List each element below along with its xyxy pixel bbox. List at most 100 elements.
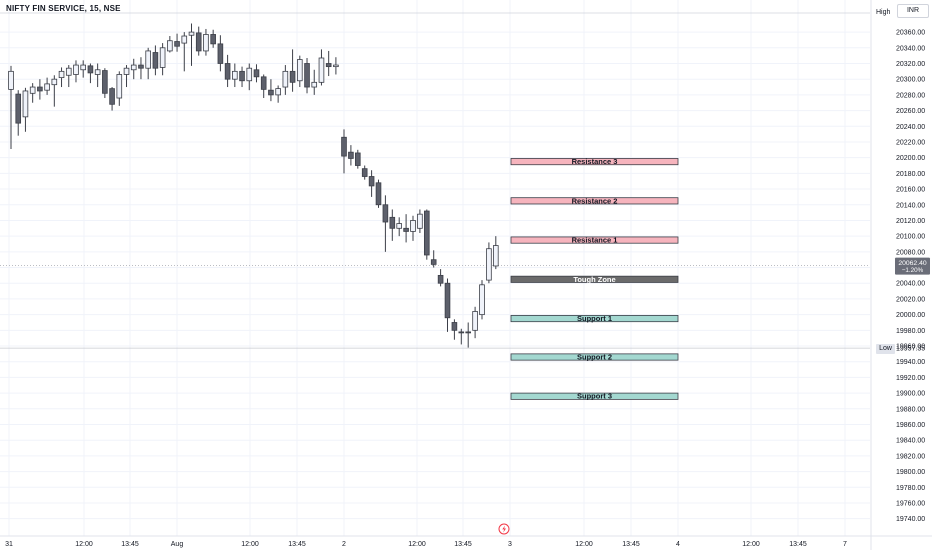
zone-label: Support 1 [577,314,612,323]
candle [361,165,368,180]
y-tick-label: 19780.00 [896,485,925,492]
x-tick-label: 12:00 [742,541,760,548]
y-tick-label: 19900.00 [896,391,925,398]
candle [410,215,416,241]
candle [138,57,144,80]
candle [195,26,202,56]
candle [268,79,274,102]
candle [451,319,458,340]
candle [37,79,43,100]
candle [492,236,499,270]
y-tick-label: 20120.00 [896,218,925,225]
last-price-value: 20062.40 [898,260,927,267]
zone-support-1[interactable] [510,315,679,323]
zone-resistance-1[interactable] [510,236,679,244]
y-tick-label: 20340.00 [896,45,925,52]
candle [29,83,36,103]
candle [325,50,332,77]
candles [8,23,499,348]
candle [130,58,137,80]
y-tick-label: 20260.00 [896,108,925,115]
candle [15,90,22,136]
candle [354,149,361,169]
high-marker-label: High [876,9,891,16]
y-tick-label: 20180.00 [896,171,925,178]
candle [348,145,354,166]
candle [375,179,382,208]
x-tick-label: 13:45 [288,541,306,548]
y-tick-label: 20320.00 [896,61,925,68]
y-tick-label: 20240.00 [896,124,925,131]
currency-selector[interactable]: INR [897,4,929,18]
candle [341,129,347,174]
candle [437,269,444,287]
y-tick-label: 20020.00 [896,296,925,303]
candle [333,57,339,75]
candle [94,63,101,88]
symbol-title[interactable]: NIFTY FIN SERVICE, 15, NSE [6,4,121,13]
candle [51,75,58,107]
x-tick-label: 13:45 [622,541,640,548]
candle [472,306,478,339]
y-tick-label: 19960.00 [896,344,925,351]
y-tick-label: 19760.00 [896,500,925,507]
candle [423,209,430,260]
y-tick-label: 20040.00 [896,281,925,288]
candle [87,63,94,84]
y-tick-label: 19920.00 [896,375,925,382]
candle [458,328,465,345]
y-tick-label: 19940.00 [896,359,925,366]
zones[interactable]: Resistance 3 Resistance 2 Resistance 1 Toug… [510,157,679,401]
candle [44,77,50,95]
y-tick-label: 20360.00 [896,30,925,37]
horizontal-lines [0,12,870,349]
y-tick-label: 19800.00 [896,469,925,476]
y-tick-label: 19840.00 [896,438,925,445]
x-tick-label: 31 [5,541,13,548]
candle [318,49,325,86]
low-marker-label: Low [876,344,895,354]
zone-support-3[interactable] [510,392,679,400]
candle [465,322,471,348]
x-tick-label: 2 [342,541,346,548]
y-tick-label: 19980.00 [896,328,925,335]
event-flash-icon[interactable] [498,523,510,535]
zone-label: Resistance 2 [572,196,618,205]
zone-resistance-3[interactable] [510,158,679,166]
last-price-change: −1.20% [902,267,924,274]
candle [8,65,14,150]
y-tick-label: 20160.00 [896,187,925,194]
x-tick-label: 3 [508,541,512,548]
candle [224,54,231,88]
candle [167,36,173,53]
candle [444,278,451,332]
candle [396,217,402,237]
candle [123,65,130,88]
zone-tough-zone[interactable] [510,275,679,283]
candle [417,209,423,234]
candle [203,28,209,56]
candle [232,63,238,88]
candle [389,209,396,241]
x-tick-label: 13:45 [121,541,139,548]
zone-resistance-2[interactable] [510,197,679,205]
candle [109,87,115,111]
candle [73,60,79,83]
candle [239,66,245,88]
candle [58,67,65,88]
x-tick-label: Aug [171,541,184,548]
candle [116,71,123,106]
y-tick-label: 19860.00 [896,422,925,429]
candle [174,33,180,52]
y-tick-label: 20300.00 [896,77,925,84]
y-tick-label: 20280.00 [896,92,925,99]
y-tick-label: 19740.00 [896,516,925,523]
candle [304,57,310,94]
zone-support-2[interactable] [510,353,679,361]
x-tick-label: 12:00 [75,541,93,548]
y-tick-label: 20080.00 [896,249,925,256]
candle [246,63,253,91]
